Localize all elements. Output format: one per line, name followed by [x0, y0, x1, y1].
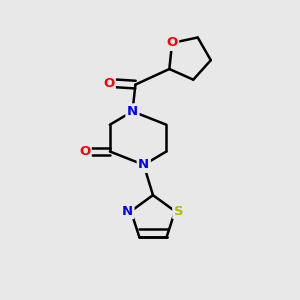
- Text: N: N: [138, 158, 149, 171]
- Text: S: S: [174, 205, 183, 218]
- Text: O: O: [167, 36, 178, 50]
- Text: O: O: [103, 76, 114, 90]
- Text: O: O: [79, 145, 90, 158]
- Text: N: N: [127, 105, 138, 118]
- Text: N: N: [122, 205, 133, 218]
